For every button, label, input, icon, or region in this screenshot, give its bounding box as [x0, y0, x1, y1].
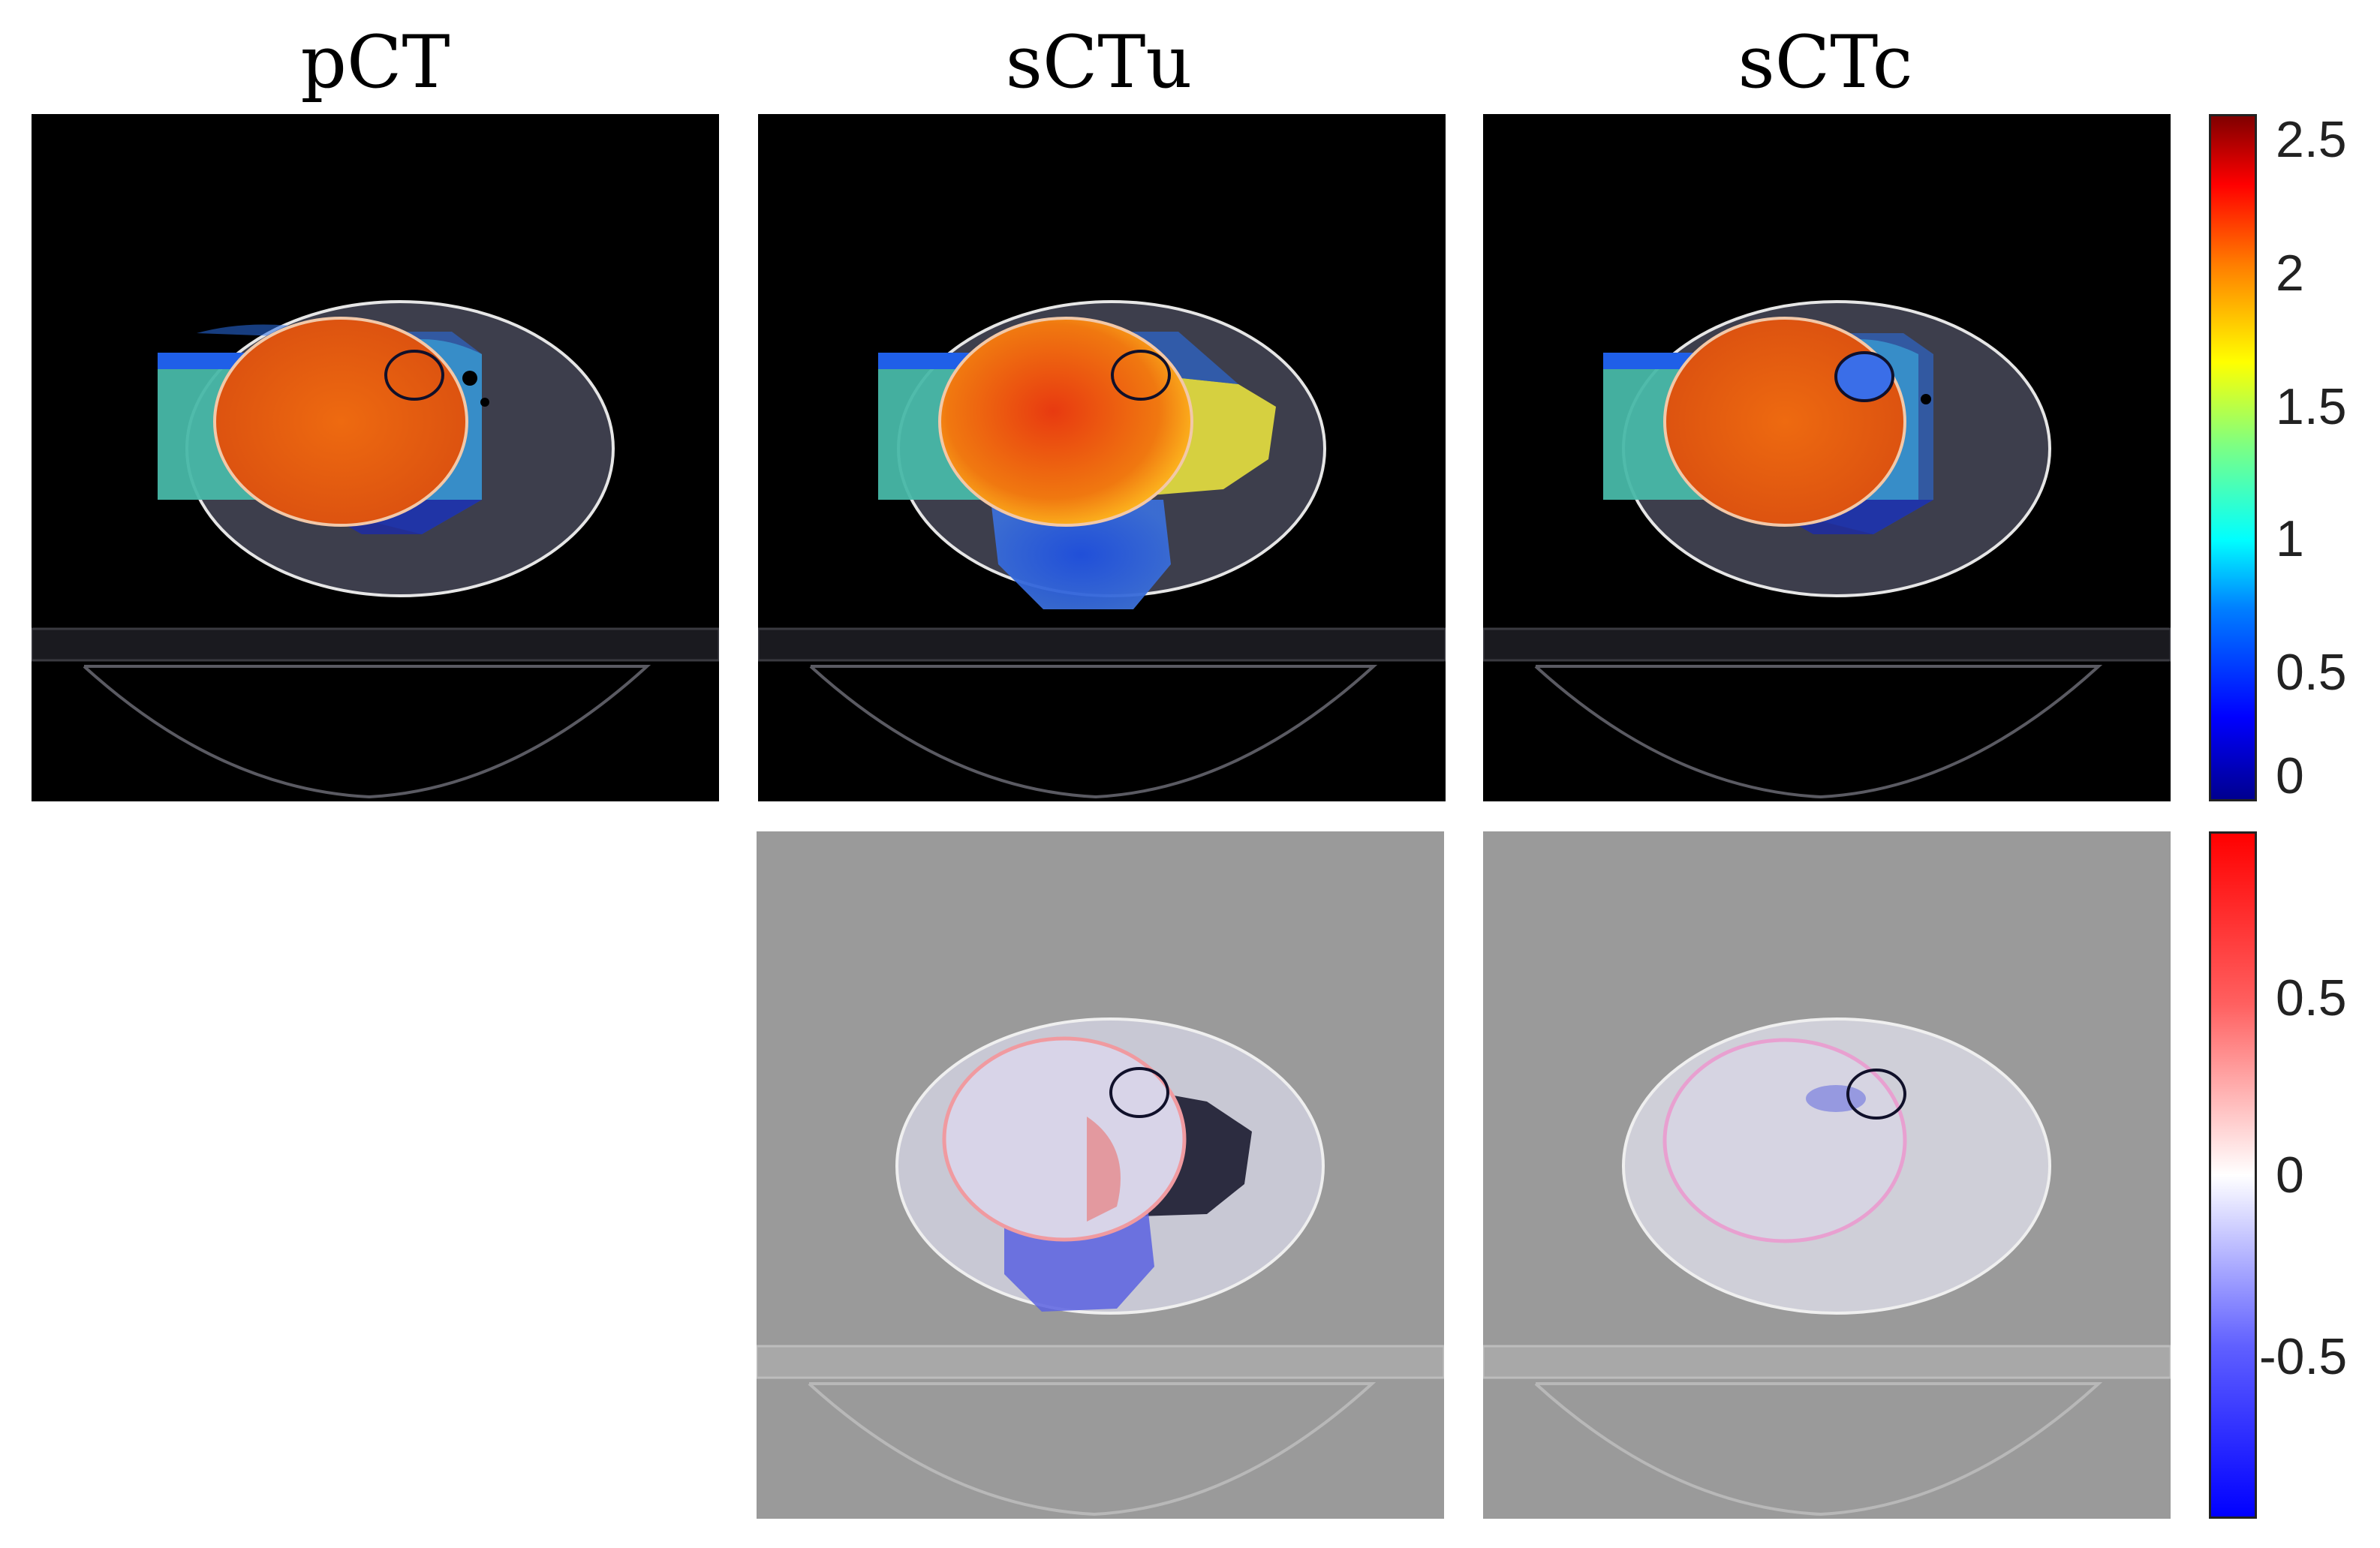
dose-colorbar [2209, 114, 2257, 801]
dose-panel-pct [32, 114, 719, 801]
dose-tick-label: 1.5 [2276, 378, 2347, 435]
difference-panel-sctc [1483, 831, 2171, 1519]
difference-tick-label: -0.5 [2259, 1328, 2348, 1385]
difference-colorbar [2209, 831, 2257, 1519]
column-title-pct: pCT [300, 20, 450, 104]
dose-tick-label: 1 [2276, 510, 2304, 567]
dose-tick-label: 0.5 [2276, 644, 2347, 701]
column-title-sctu: sCTu [1005, 20, 1193, 104]
dose-panel-sctc [1483, 114, 2171, 801]
difference-panel-sctu [757, 831, 1444, 1519]
difference-tick-label: 0 [2276, 1147, 2304, 1204]
dose-tick-label: 0 [2276, 747, 2304, 804]
dose-panel-sctu [758, 114, 1446, 801]
column-title-sctc: sCTc [1738, 20, 1913, 104]
dose-tick-label: 2 [2276, 245, 2304, 302]
dose-tick-label: 2.5 [2276, 111, 2347, 168]
difference-tick-label: 0.5 [2276, 969, 2347, 1026]
